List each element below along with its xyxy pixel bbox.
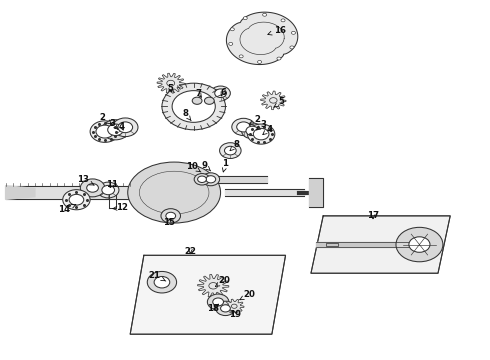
Circle shape [207, 294, 229, 310]
Circle shape [194, 174, 210, 185]
Circle shape [220, 305, 230, 312]
Circle shape [98, 182, 119, 198]
Circle shape [253, 129, 269, 140]
Polygon shape [311, 216, 450, 273]
Circle shape [237, 122, 250, 132]
Circle shape [102, 120, 129, 140]
Bar [326, 243, 338, 246]
Text: 18: 18 [207, 304, 219, 313]
Text: 19: 19 [229, 310, 241, 319]
Circle shape [63, 190, 90, 210]
Circle shape [162, 83, 225, 130]
Circle shape [167, 80, 175, 86]
Text: 17: 17 [367, 211, 379, 220]
Text: 11: 11 [106, 180, 118, 189]
Circle shape [87, 184, 98, 192]
Polygon shape [5, 186, 35, 199]
Text: 10: 10 [186, 162, 201, 172]
Text: 3: 3 [256, 120, 267, 130]
Circle shape [113, 118, 138, 136]
Circle shape [161, 209, 180, 223]
Text: 4: 4 [263, 125, 272, 135]
Text: 2: 2 [249, 114, 260, 125]
Circle shape [96, 125, 114, 138]
Circle shape [216, 301, 235, 316]
Polygon shape [197, 274, 229, 297]
Circle shape [206, 176, 216, 183]
Circle shape [197, 176, 206, 183]
Circle shape [263, 13, 267, 16]
Text: 20: 20 [216, 276, 230, 287]
Text: 2: 2 [99, 113, 111, 124]
Text: 1: 1 [222, 159, 228, 172]
Circle shape [229, 42, 233, 45]
Text: 5: 5 [168, 84, 173, 93]
Circle shape [90, 121, 120, 142]
Circle shape [270, 98, 277, 103]
Circle shape [224, 146, 236, 155]
Circle shape [231, 304, 237, 308]
Circle shape [154, 276, 170, 288]
Circle shape [69, 194, 84, 205]
Circle shape [108, 124, 123, 135]
Circle shape [118, 122, 133, 133]
Text: 4: 4 [119, 122, 125, 131]
Text: 8: 8 [230, 140, 239, 151]
Text: 20: 20 [240, 290, 255, 300]
Circle shape [232, 118, 255, 135]
Circle shape [396, 227, 443, 262]
Text: 13: 13 [77, 175, 94, 185]
Text: 7: 7 [196, 89, 202, 98]
Text: 9: 9 [202, 161, 211, 171]
Circle shape [215, 89, 226, 98]
Polygon shape [224, 299, 244, 313]
Circle shape [209, 283, 218, 289]
Circle shape [213, 298, 223, 306]
Circle shape [409, 237, 430, 252]
Text: 16: 16 [268, 26, 286, 35]
Polygon shape [261, 91, 286, 110]
Text: 3: 3 [109, 119, 118, 129]
Text: 14: 14 [58, 204, 76, 214]
Circle shape [211, 86, 230, 100]
Circle shape [147, 271, 176, 293]
Polygon shape [157, 73, 184, 93]
Circle shape [80, 179, 105, 197]
Circle shape [277, 57, 281, 60]
Text: 6: 6 [220, 87, 226, 96]
Text: 8: 8 [182, 109, 191, 121]
Text: 21: 21 [148, 270, 166, 281]
Circle shape [239, 55, 243, 58]
Circle shape [230, 28, 234, 31]
Circle shape [202, 173, 220, 186]
Circle shape [192, 97, 202, 104]
Circle shape [258, 60, 262, 63]
Circle shape [102, 185, 115, 195]
Circle shape [292, 31, 295, 34]
Polygon shape [130, 255, 286, 334]
Circle shape [281, 19, 285, 22]
Circle shape [242, 123, 263, 139]
Circle shape [290, 46, 294, 49]
Circle shape [247, 124, 275, 144]
Text: 12: 12 [113, 203, 128, 212]
Circle shape [172, 91, 215, 122]
Text: 22: 22 [184, 247, 196, 256]
Text: 15: 15 [163, 218, 175, 227]
Circle shape [243, 17, 247, 20]
Circle shape [246, 126, 259, 135]
Bar [196, 97, 211, 105]
Ellipse shape [128, 162, 220, 223]
Circle shape [204, 97, 214, 104]
Text: 5: 5 [273, 97, 285, 107]
Circle shape [166, 212, 175, 220]
Polygon shape [226, 12, 298, 64]
Circle shape [220, 143, 241, 158]
